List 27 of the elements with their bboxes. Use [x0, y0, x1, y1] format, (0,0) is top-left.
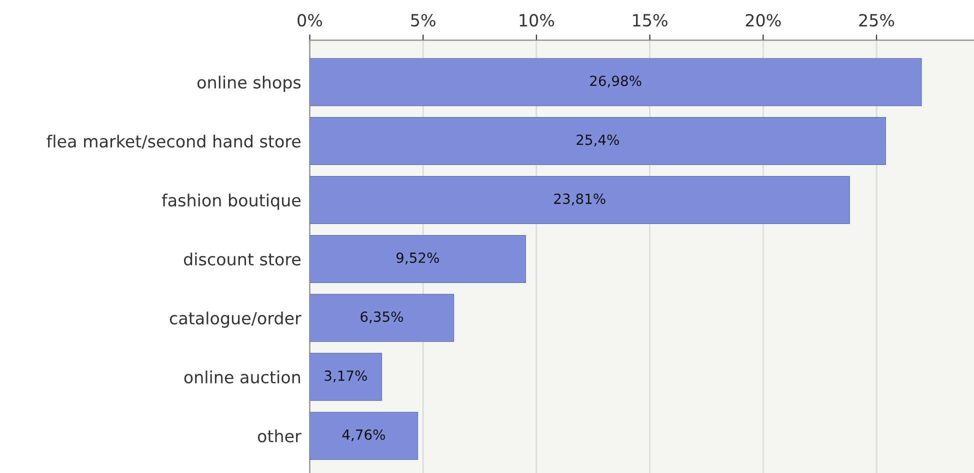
- bar: [310, 117, 886, 166]
- y-tick-label: discount store: [184, 252, 301, 266]
- x-tick-label: 0%: [298, 14, 322, 27]
- data-label: 3,17%: [324, 370, 367, 382]
- data-label: 26,98%: [590, 76, 642, 88]
- bar: [310, 234, 526, 283]
- y-tick-label: flea market/second hand store: [46, 134, 301, 149]
- y-tick-label: catalogue/order: [170, 312, 302, 328]
- bar: [310, 294, 454, 342]
- x-tick-label: 25%: [859, 14, 894, 27]
- x-tick-label: 15%: [633, 14, 668, 27]
- data-label: 9,52%: [396, 252, 439, 264]
- bar: [310, 412, 418, 460]
- data-label: 4,76%: [342, 429, 385, 442]
- x-tick-label: 5%: [411, 14, 436, 27]
- x-tick-label: 20%: [746, 14, 781, 27]
- data-label: 25,4%: [576, 134, 619, 146]
- bar: [310, 58, 922, 106]
- bar: [310, 176, 850, 224]
- y-tick-label: other: [258, 430, 302, 442]
- y-tick-label: fashion boutique: [162, 194, 301, 210]
- bar: [310, 352, 382, 401]
- data-label: 6,35%: [360, 311, 404, 324]
- data-label: 23,81%: [554, 194, 606, 206]
- y-tick-label: online shops: [197, 76, 301, 92]
- x-tick-label: 10%: [520, 14, 554, 27]
- y-tick-label: online auction: [184, 370, 300, 384]
